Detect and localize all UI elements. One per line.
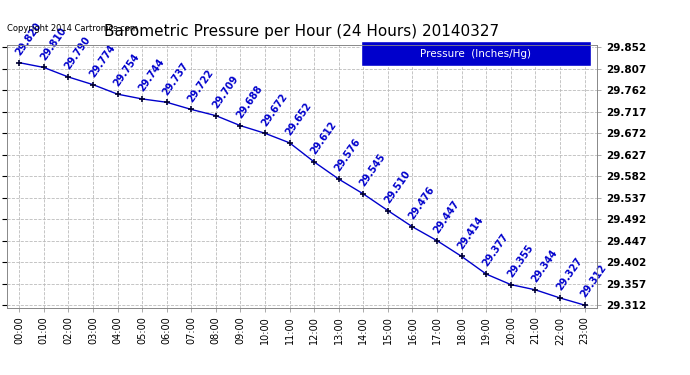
Text: 29.576: 29.576 bbox=[333, 137, 363, 174]
Text: 29.377: 29.377 bbox=[481, 232, 511, 268]
Text: 29.672: 29.672 bbox=[259, 91, 289, 128]
Text: 29.545: 29.545 bbox=[358, 152, 388, 188]
Text: 29.722: 29.722 bbox=[186, 68, 215, 104]
Text: 29.737: 29.737 bbox=[161, 60, 191, 97]
Text: 29.355: 29.355 bbox=[505, 243, 535, 279]
Text: 29.344: 29.344 bbox=[530, 248, 560, 284]
Text: 29.312: 29.312 bbox=[579, 263, 609, 300]
Text: 29.744: 29.744 bbox=[137, 57, 166, 93]
Text: 29.754: 29.754 bbox=[112, 52, 141, 88]
Text: 29.510: 29.510 bbox=[382, 169, 412, 205]
Text: 29.476: 29.476 bbox=[407, 185, 437, 221]
Text: 29.447: 29.447 bbox=[431, 199, 461, 235]
Text: 29.688: 29.688 bbox=[235, 84, 265, 120]
Text: 29.810: 29.810 bbox=[38, 26, 68, 62]
Title: Barometric Pressure per Hour (24 Hours) 20140327: Barometric Pressure per Hour (24 Hours) … bbox=[104, 24, 500, 39]
Text: 29.709: 29.709 bbox=[210, 74, 240, 110]
Text: 29.612: 29.612 bbox=[308, 120, 338, 156]
Text: 29.414: 29.414 bbox=[456, 214, 486, 251]
Text: 29.652: 29.652 bbox=[284, 101, 314, 137]
Text: 29.790: 29.790 bbox=[63, 35, 92, 71]
Text: 29.820: 29.820 bbox=[14, 21, 43, 57]
Text: 29.774: 29.774 bbox=[88, 43, 117, 79]
Text: Copyright 2014 Cartronics.com: Copyright 2014 Cartronics.com bbox=[7, 24, 138, 33]
Text: 29.327: 29.327 bbox=[555, 256, 584, 292]
